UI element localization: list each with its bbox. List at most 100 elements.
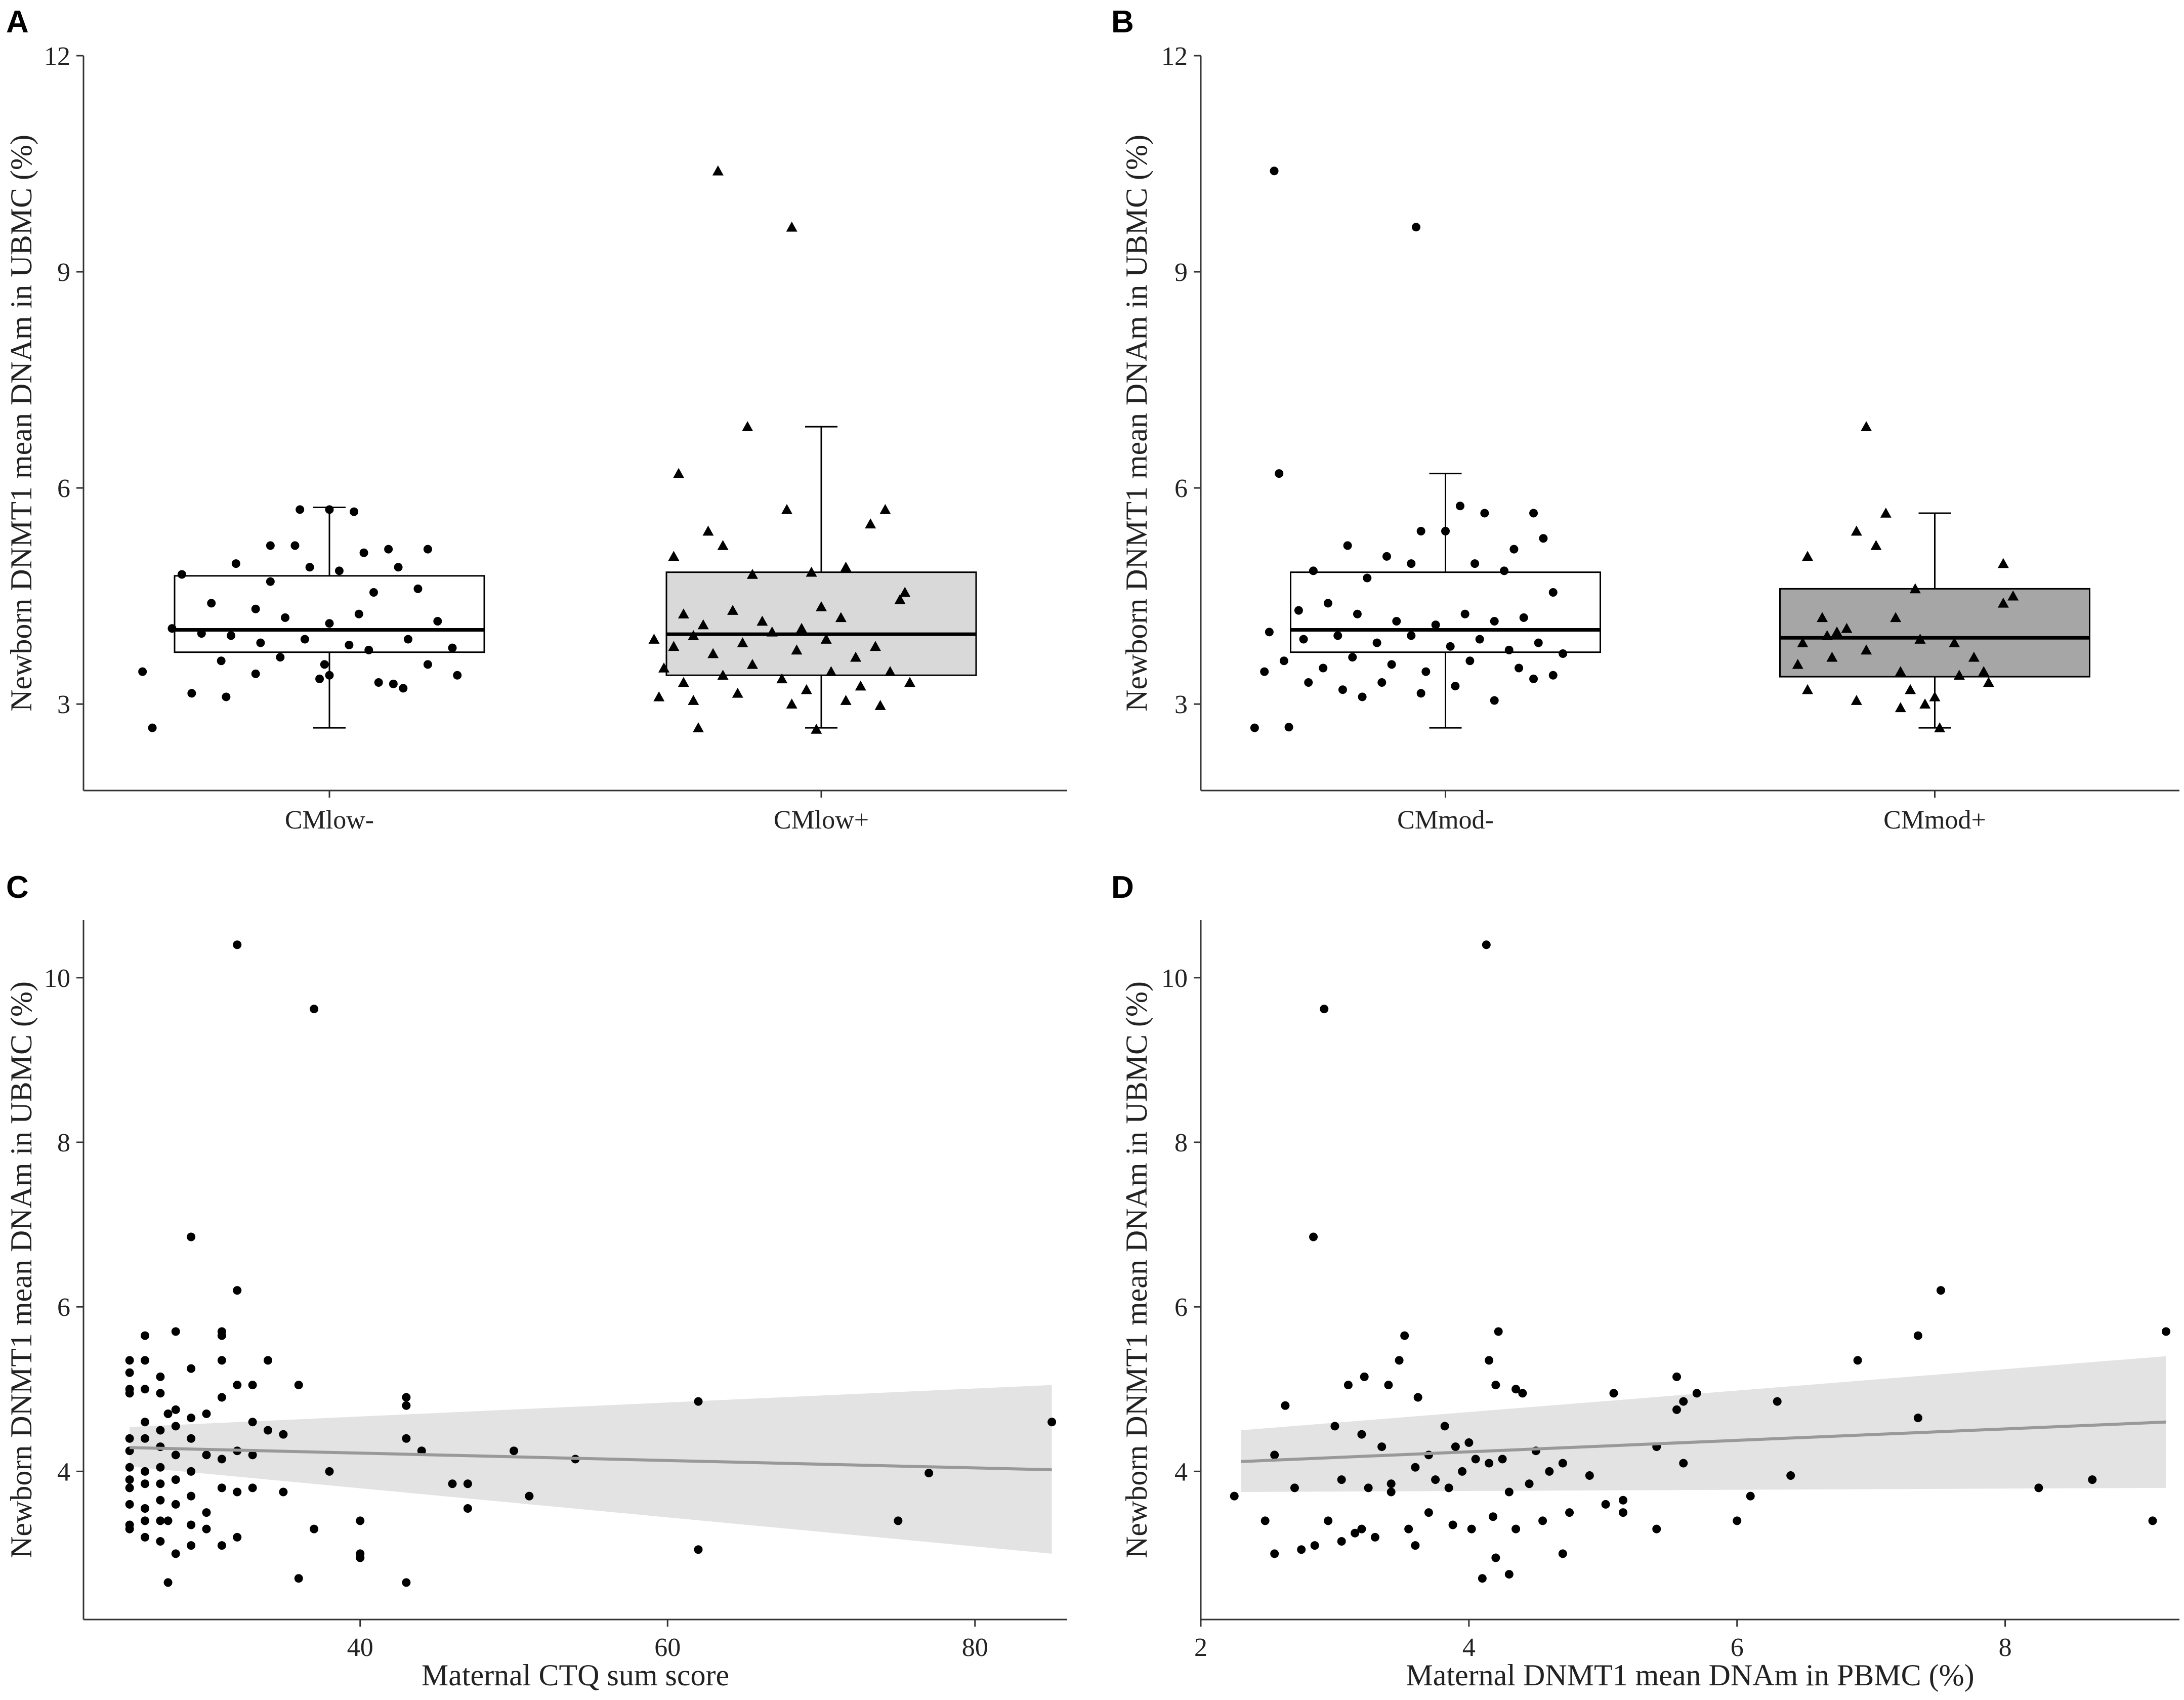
panel-c-data-point (141, 1434, 149, 1443)
panel-a-data-point (811, 724, 822, 734)
panel-d-point-layer (1230, 940, 2171, 1583)
panel-b-data-point (1851, 525, 1862, 536)
panel-a-data-point (359, 548, 368, 557)
panel-a-data-point (717, 540, 729, 550)
panel-b-data-point (2007, 590, 2019, 601)
panel-b-data-point (1983, 677, 1994, 687)
panel-d-data-point (2162, 1327, 2171, 1336)
panel-a-xtick-label: CMlow+ (774, 806, 869, 835)
panel-c-data-point (894, 1516, 903, 1525)
panel-d-ytick-label: 10 (1161, 964, 1188, 993)
panel-d-data-point (1424, 1508, 1433, 1517)
panel-c-data-point (217, 1483, 226, 1492)
panel-b-data-point (1421, 667, 1431, 676)
panel-c-data-point (294, 1381, 303, 1390)
panel-d-data-point (1478, 1574, 1487, 1583)
panel-b-data-point (1471, 559, 1480, 568)
panel-a-data-point (453, 671, 462, 680)
panel-d-data-point (1733, 1516, 1742, 1525)
panel-d-data-point (1413, 1393, 1422, 1402)
panel-a-data-point (369, 588, 378, 597)
panel-d-xtick-layer: 2 4 6 8 (1194, 1620, 2012, 1662)
panel-a-data-point (138, 667, 147, 676)
panel-c-line-layer (130, 1446, 1052, 1472)
panel-c-data-point (233, 1532, 242, 1542)
panel-b-data-point (1416, 527, 1425, 536)
panel-a-xtick-label: CMlow- (285, 806, 374, 835)
panel-b-ytick-label: 12 (1161, 42, 1188, 71)
panel-a-data-point (879, 504, 891, 514)
panel-d-xtick-label: 4 (1462, 1633, 1476, 1662)
panel-a-data-point (786, 221, 797, 232)
panel-d-data-point (1491, 1553, 1500, 1562)
panel-c-data-point (187, 1467, 196, 1476)
panel-d-data-point (1343, 1381, 1353, 1390)
panel-c-data-point (163, 1516, 173, 1525)
panel-c-data-point (694, 1397, 703, 1406)
panel-b-data-point (1451, 682, 1460, 691)
panel-b-data-point (1529, 674, 1538, 683)
panel-a-data-point (345, 640, 354, 649)
panel-d-data-point (1482, 940, 1491, 949)
panel-b-data-point (1407, 559, 1416, 568)
panel-a-data-point (712, 165, 724, 176)
panel-d-data-point (1485, 1356, 1494, 1365)
panel-a-data-point (413, 584, 423, 593)
panel-c-xtick-label: 80 (962, 1633, 988, 1662)
panel-c-data-point (187, 1364, 196, 1373)
panel-a-data-point (816, 601, 827, 611)
panel-c-data-point (171, 1327, 180, 1336)
panel-c-data-point (310, 1005, 319, 1014)
panel-a-data-point (894, 594, 906, 604)
panel-a-data-point (394, 563, 403, 572)
panel-a-data-point (697, 619, 709, 630)
panel-b-data-point (1997, 558, 2009, 568)
panel-a-ytick-label: 3 (57, 690, 70, 719)
panel-a-data-point (825, 666, 837, 676)
panel-d-data-point (1320, 1005, 1329, 1014)
panel-d-xtick-label: 8 (1999, 1633, 2012, 1662)
panel-c-data-point (233, 940, 242, 949)
panel-a-label: A (6, 5, 29, 39)
panel-c-data-point (141, 1516, 149, 1525)
panel-b-data-point (1446, 642, 1455, 651)
panel-b: B 3 6 9 12 CMmod- CMmod+ Newborn DNMT1 mean … (1111, 5, 2179, 835)
panel-c-xtick-label: 60 (654, 1633, 681, 1662)
panel-a-data-point (850, 651, 862, 662)
panel-d-data-point (1471, 1455, 1480, 1464)
panel-c-data-point (187, 1491, 196, 1501)
panel-a-data-point (702, 525, 714, 536)
panel-b-data-point (1895, 702, 1906, 713)
panel-b-data-point (1343, 541, 1352, 550)
panel-a-data-point (266, 577, 275, 586)
panel-d-data-point (1489, 1512, 1498, 1521)
panel-b-data-point (1519, 613, 1528, 622)
panel-b-data-point (1968, 651, 1980, 662)
panel-a: A 3 6 9 12 CMlow- CMlow+ Newborn DNMT1 mean … (5, 5, 1067, 835)
panel-b-ytick-label: 3 (1174, 690, 1188, 719)
panel-b-data-point (1431, 620, 1440, 630)
panel-c-data-point (417, 1446, 426, 1456)
panel-c-data-point (156, 1537, 165, 1546)
panel-c-data-point (125, 1483, 134, 1492)
panel-c-data-point (156, 1463, 165, 1472)
panel-c-data-point (163, 1409, 173, 1419)
panel-d-data-point (2148, 1516, 2157, 1525)
panel-c: C 4 6 8 10 40 60 80 Newborn DNMT1 mean DNAm i… (5, 870, 1067, 1692)
panel-a-data-point (820, 634, 832, 644)
panel-d-xtick-label: 2 (1194, 1633, 1207, 1662)
panel-b-data-point (1456, 502, 1465, 511)
panel-c-label: C (6, 870, 29, 905)
panel-d-data-point (1619, 1508, 1628, 1517)
panel-c-data-point (171, 1549, 180, 1558)
panel-b-data-point (1260, 667, 1269, 676)
panel-d-data-point (1679, 1459, 1688, 1468)
panel-d-data-point (1609, 1389, 1618, 1398)
panel-d-ytick-label: 4 (1174, 1458, 1188, 1486)
panel-b-point-layer (1250, 167, 2019, 732)
panel-c-data-point (141, 1356, 149, 1365)
panel-b-data-point (1997, 597, 2009, 608)
panel-a-data-point (781, 504, 792, 514)
panel-b-ytick-layer: 3 6 9 12 (1161, 42, 1201, 719)
